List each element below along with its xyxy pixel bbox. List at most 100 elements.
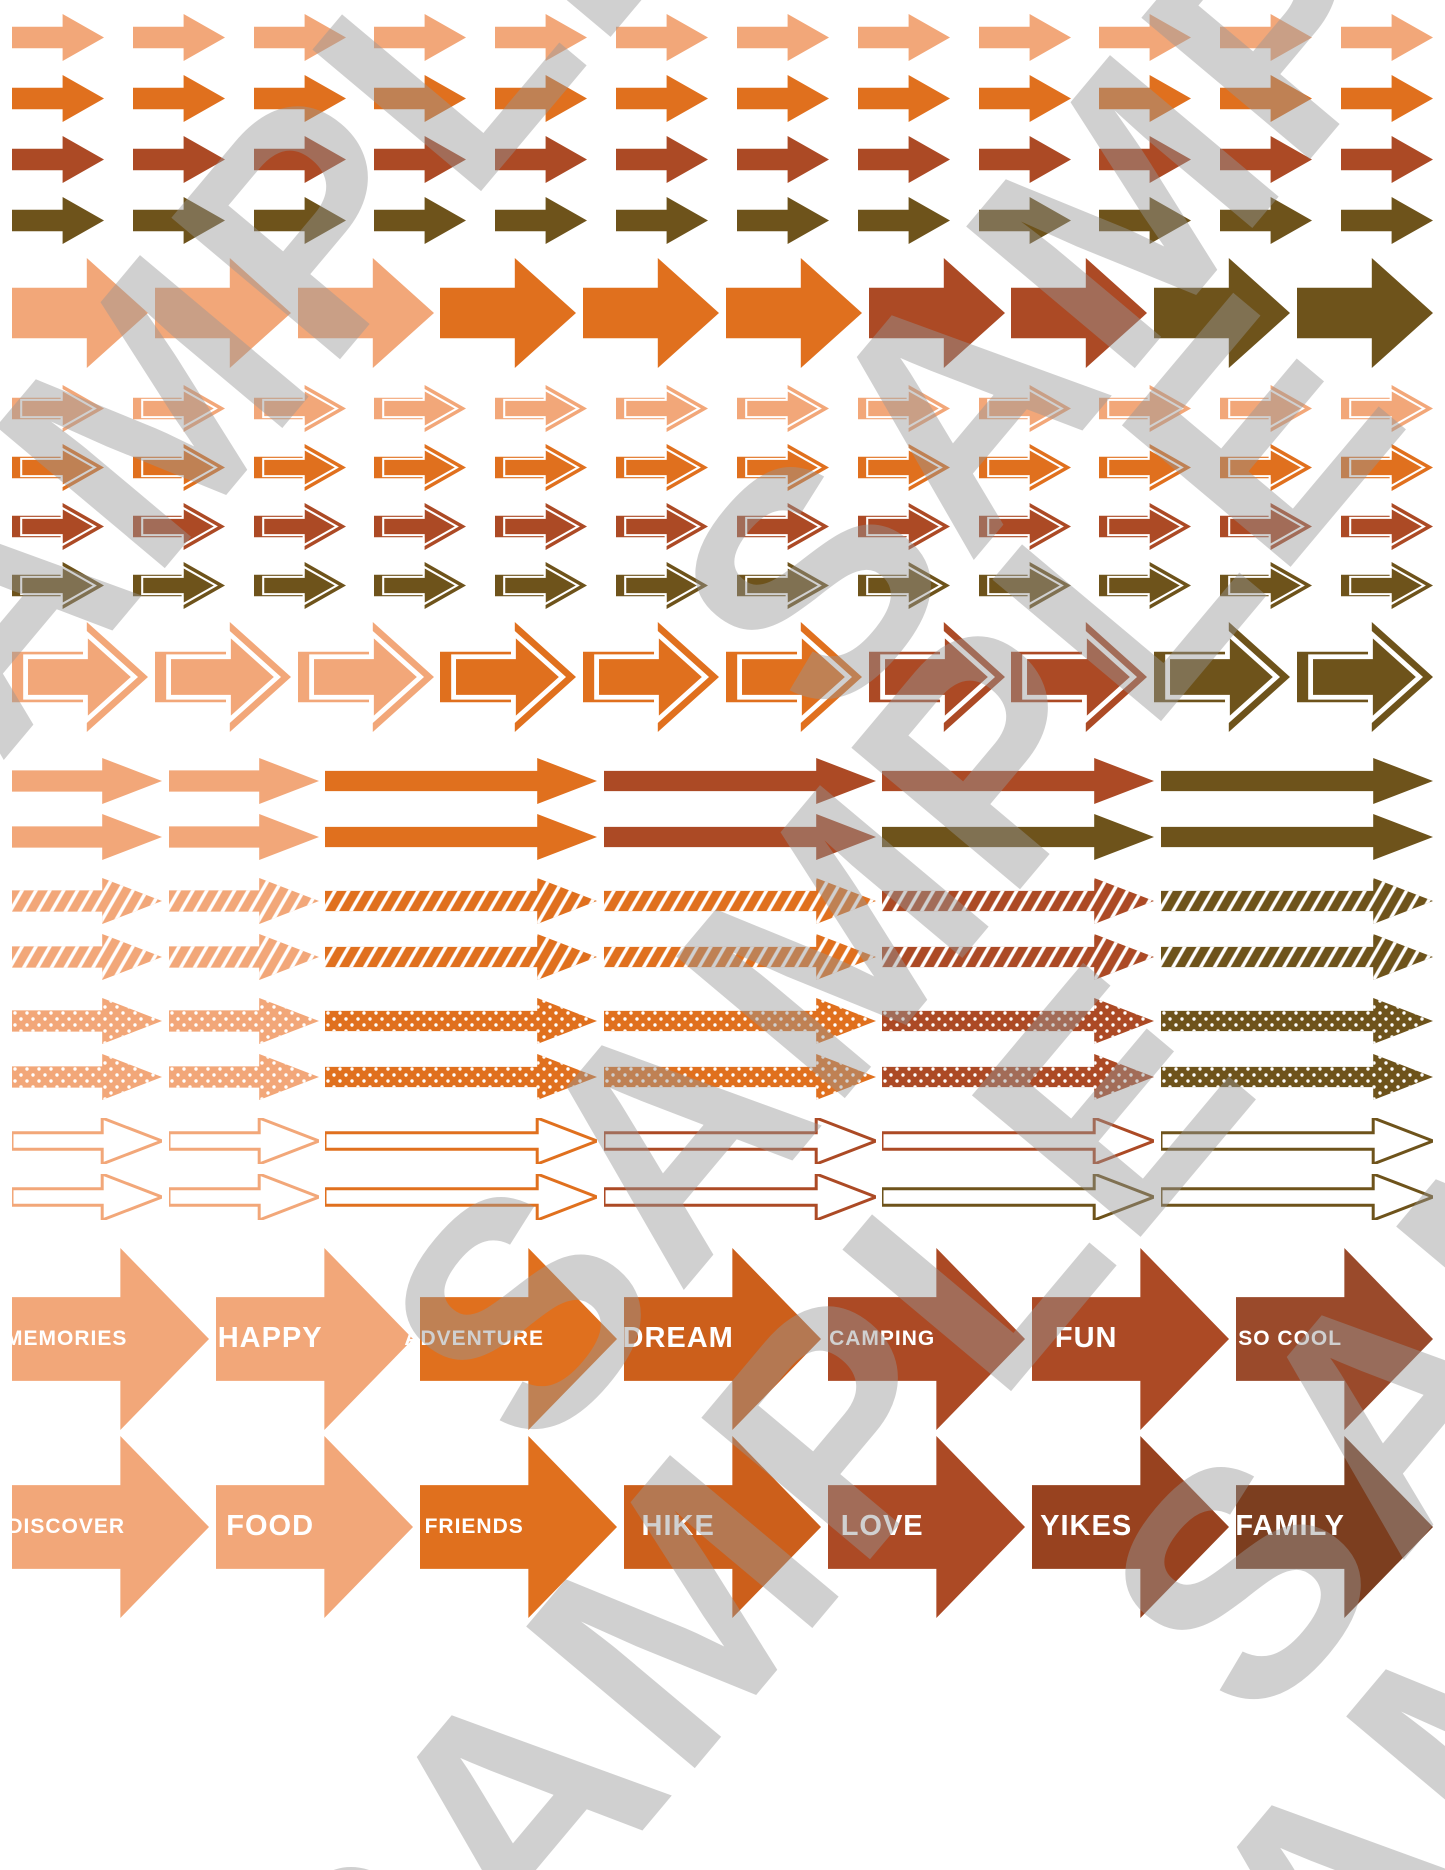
- arrow-shape: [1099, 385, 1192, 432]
- arrow-solid-orange: [736, 75, 829, 122]
- arrow-solid-rust: [736, 136, 829, 183]
- labeled-arrow-memories: MEMORIES: [5, 1248, 209, 1430]
- arrow-outlined-rust: [132, 503, 225, 550]
- arrow-solid-peach: [857, 14, 950, 61]
- arrow-row: [0, 14, 1445, 61]
- arrow-shape: [1099, 136, 1192, 183]
- arrow-shape: [168, 934, 319, 980]
- arrow-solid-olive: [495, 197, 588, 244]
- section-long-outline-arrows: [0, 1118, 1445, 1230]
- arrow-row: [0, 197, 1445, 244]
- arrow-outlined-rust: [868, 622, 1005, 732]
- arrow-solid-rust: [374, 136, 467, 183]
- arrow-solid-orange: [253, 75, 346, 122]
- labeled-arrow-love: LOVE: [828, 1436, 1025, 1618]
- arrow-shape: [603, 1118, 876, 1164]
- arrow-shape: [132, 503, 225, 550]
- arrow-outlined-rust: [1099, 503, 1192, 550]
- arrow-dotted-orange: [603, 998, 876, 1044]
- arrow-shape: [882, 998, 1155, 1044]
- arrow-solid-rust: [1099, 136, 1192, 183]
- arrow-shape: [1340, 562, 1433, 609]
- arrow-shape: [978, 14, 1071, 61]
- arrow-outlined-olive: [736, 562, 829, 609]
- arrow-outlined-peach: [1340, 385, 1433, 432]
- arrow-outlined-orange: [495, 444, 588, 491]
- arrow-shape: [736, 136, 829, 183]
- arrow-shape: [325, 1054, 598, 1100]
- arrow-shape: [12, 622, 148, 732]
- arrow-outlined-peach: [253, 385, 346, 432]
- arrow-outlined-peach: [297, 622, 434, 732]
- arrow-solid-olive: [978, 197, 1071, 244]
- labeled-arrow-yikes: YIKES: [1032, 1436, 1229, 1618]
- arrow-outline-thin-olive: [1160, 1118, 1433, 1164]
- arrow-shape: [616, 562, 709, 609]
- arrow-outlined-rust: [1220, 503, 1313, 550]
- arrow-outlined-olive: [616, 562, 709, 609]
- arrow-shape: [736, 503, 829, 550]
- arrow-solid-peach: [736, 14, 829, 61]
- arrow-striped-peach: [12, 878, 162, 924]
- arrow-outlined-olive: [495, 562, 588, 609]
- arrow-shape: [325, 814, 598, 860]
- arrow-shape: [978, 444, 1071, 491]
- arrow-outline-thin-orange: [325, 1174, 598, 1220]
- arrow-shape: [253, 444, 346, 491]
- arrow-shape: [132, 136, 225, 183]
- arrow-shape: [882, 1174, 1155, 1220]
- arrow-outlined-olive: [253, 562, 346, 609]
- arrow-shape: [736, 75, 829, 122]
- arrow-shape: [736, 562, 829, 609]
- arrow-solid-orange: [616, 75, 709, 122]
- arrow-shape: [1160, 1054, 1433, 1100]
- arrow-outline-thin-orange: [325, 1118, 598, 1164]
- labeled-arrow-so-cool: SO COOL: [1236, 1248, 1433, 1430]
- arrow-solid-orange: [978, 75, 1071, 122]
- arrow-shape: [624, 1248, 821, 1430]
- arrow-shape: [978, 562, 1071, 609]
- arrow-label: HAPPY: [217, 1322, 323, 1355]
- arrow-solid-peach: [12, 758, 162, 804]
- arrow-shape: [495, 197, 588, 244]
- labeled-arrow-food: FOOD: [216, 1436, 413, 1618]
- arrow-solid-orange: [583, 258, 720, 368]
- arrow-shape: [374, 385, 467, 432]
- arrow-shape: [1011, 622, 1148, 732]
- arrow-label: FRIENDS: [424, 1515, 524, 1539]
- arrow-solid-orange: [495, 75, 588, 122]
- arrow-striped-peach: [12, 934, 162, 980]
- arrow-shape: [978, 385, 1071, 432]
- arrow-shape: [168, 1054, 319, 1100]
- arrow-shape: [857, 136, 950, 183]
- arrow-shape: [978, 197, 1071, 244]
- arrow-outline-thin-olive: [1160, 1174, 1433, 1220]
- arrow-shape: [1099, 444, 1192, 491]
- arrow-shape: [1220, 14, 1313, 61]
- arrow-shape: [495, 444, 588, 491]
- arrow-row: [0, 258, 1445, 368]
- arrow-outlined-peach: [374, 385, 467, 432]
- arrow-shape: [978, 136, 1071, 183]
- arrow-shape: [978, 503, 1071, 550]
- arrow-shape: [374, 562, 467, 609]
- arrow-row: [0, 1118, 1445, 1164]
- arrow-solid-peach: [168, 814, 319, 860]
- arrow-shape: [168, 998, 319, 1044]
- arrow-striped-orange: [325, 878, 598, 924]
- arrow-shape: [374, 197, 467, 244]
- arrow-shape: [12, 258, 148, 368]
- arrow-solid-rust: [132, 136, 225, 183]
- arrow-shape: [1099, 197, 1192, 244]
- arrow-shape: [1160, 1118, 1433, 1164]
- arrow-shape: [253, 75, 346, 122]
- arrow-label: LOVE: [840, 1510, 924, 1543]
- arrow-row: [0, 814, 1445, 860]
- arrow-shape: [736, 385, 829, 432]
- arrow-shape: [1099, 75, 1192, 122]
- arrow-dotted-rust: [882, 1054, 1155, 1100]
- arrow-shape: [12, 136, 104, 183]
- arrow-shape: [216, 1436, 413, 1618]
- arrow-outlined-orange: [583, 622, 720, 732]
- arrow-shape: [882, 1118, 1155, 1164]
